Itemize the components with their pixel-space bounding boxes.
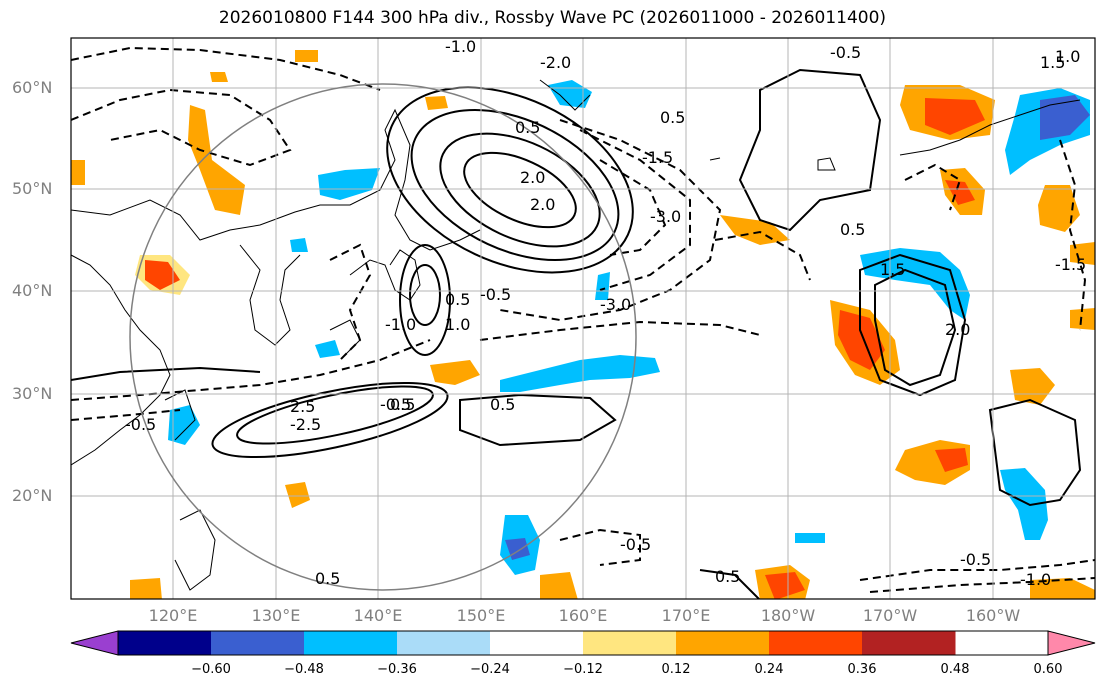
contour-label: -0.5 <box>480 285 511 304</box>
contour-label: 2.5 <box>290 397 315 416</box>
colorbar-tick-label: −0.24 <box>470 662 510 677</box>
colorbar-tick-label: 0.48 <box>940 662 970 677</box>
contour-label: 0.5 <box>445 290 470 309</box>
colorbar-tick-label: 0.12 <box>661 662 691 677</box>
contour-label: 2.0 <box>520 168 545 187</box>
colorbar-segment <box>862 631 956 655</box>
contour-label: -1.0 <box>1020 570 1051 589</box>
contour-label: -0.5 <box>830 43 861 62</box>
map-frame <box>70 37 1096 600</box>
lon-label-120e: 120°E <box>148 606 198 625</box>
lon-label-140e: 140°E <box>353 606 403 625</box>
lon-label-160e: 160°E <box>558 606 608 625</box>
contour-label: 0.5 <box>515 118 540 137</box>
negative-contours <box>71 46 1095 593</box>
contour-label: -2.0 <box>540 53 571 72</box>
contour-label: 1.0 <box>1055 47 1080 66</box>
lat-label-20n: 20°N <box>12 486 53 505</box>
lat-label-40n: 40°N <box>12 281 53 300</box>
contour-label: 0.5 <box>315 569 340 588</box>
contour-label: 1.5 <box>880 260 905 279</box>
contour-label: 1.0 <box>445 315 470 334</box>
contour-label: -0.5 <box>960 550 991 569</box>
contour-label: -1.5 <box>1055 255 1086 274</box>
contour-label: 0.5 <box>390 395 415 414</box>
contour-label: 0.5 <box>490 395 515 414</box>
contour-label: -1.0 <box>445 37 476 56</box>
map-title: 2026010800 F144 300 hPa div., Rossby Wav… <box>218 8 887 28</box>
lon-label-170w: 170°W <box>862 606 918 625</box>
colorbar-extend-high <box>1048 631 1095 655</box>
contour-labels: -2.0-1.0 -0.50.51.01.52.0-1.5-3.0-2.52.5-… <box>125 37 1086 589</box>
contour-label: 2.0 <box>945 320 970 339</box>
colorbar-tick-label: −0.36 <box>377 662 417 677</box>
lon-label-170e: 170°E <box>661 606 711 625</box>
contour-label: -0.5 <box>620 535 651 554</box>
colorbar-tick-label: 0.36 <box>847 662 877 677</box>
range-circle <box>129 83 637 591</box>
colorbar-segment <box>583 631 677 655</box>
colorbar-segment <box>490 631 584 655</box>
contour-label: -1.5 <box>642 148 673 167</box>
contours <box>71 68 1082 599</box>
contour-label: -0.5 <box>380 395 411 414</box>
contour-label: 0.5 <box>840 220 865 239</box>
lat-label-60n: 60°N <box>12 78 53 97</box>
colorbar-segment <box>211 631 305 655</box>
colorbar-tick-label: −0.60 <box>191 662 231 677</box>
colorbar-tick-label: −0.48 <box>284 662 324 677</box>
colorbar-tick-label: −0.12 <box>563 662 603 677</box>
colorbar-segment <box>304 631 398 655</box>
colorbar-segment <box>118 631 212 655</box>
contour-label: -2.5 <box>290 415 321 434</box>
contour-label: -3.0 <box>650 207 681 226</box>
contour-label: 1.5 <box>1040 53 1065 72</box>
lon-label-180w: 180°W <box>760 606 816 625</box>
lon-label-130e: 130°E <box>251 606 301 625</box>
contour-label: -0.5 <box>125 415 156 434</box>
contour-label: -3.0 <box>600 295 631 314</box>
lat-label-50n: 50°N <box>12 179 53 198</box>
colorbar-extend-low <box>71 631 118 655</box>
contour-label: 2.0 <box>530 195 555 214</box>
contour-label: 0.5 <box>715 567 740 586</box>
lon-label-160w: 160°W <box>965 606 1021 625</box>
colorbar-tick-label: 0.24 <box>754 662 784 677</box>
colorbar-segment <box>769 631 863 655</box>
graticule <box>71 38 1095 599</box>
contour-label: 0.5 <box>660 108 685 127</box>
contour-label: -1.0 <box>385 315 416 334</box>
lat-label-30n: 30°N <box>12 384 53 403</box>
colorbar-tick-label: 0.60 <box>1033 662 1063 677</box>
colorbar-segment <box>676 631 770 655</box>
lon-label-150e: 150°E <box>456 606 506 625</box>
colorbar-segment <box>397 631 491 655</box>
